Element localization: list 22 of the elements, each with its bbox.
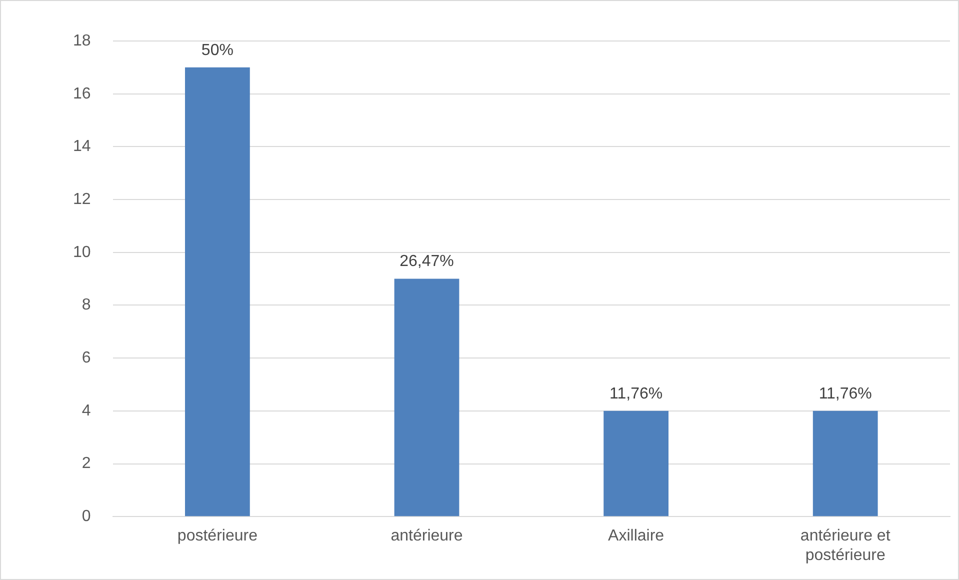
annotation: 26,47% (400, 253, 454, 270)
bar (604, 410, 668, 516)
x-tick-label: postérieure (177, 528, 258, 545)
bar (185, 67, 250, 516)
x-tick-label: antérieure (390, 528, 463, 545)
y-tick-label: 4 (82, 402, 91, 420)
y-tick-label: 16 (73, 85, 91, 102)
annotation: 11,76% (818, 385, 872, 402)
x-tick-label: antérieure et postérieure (800, 528, 891, 564)
y-tick-label: 6 (82, 349, 91, 366)
bar (812, 410, 878, 516)
x-tick-label: Axillaire (608, 528, 664, 545)
y-tick-label: 8 (82, 296, 91, 314)
y-tick-label: 10 (73, 244, 91, 261)
annotation: 11,76% (610, 385, 663, 402)
y-tick-label: 18 (73, 32, 91, 50)
y-tick-label: 2 (82, 455, 91, 472)
y-tick-label: 12 (73, 190, 91, 208)
y-tick-label: 0 (82, 508, 91, 526)
y-tick-label: 14 (73, 138, 91, 156)
bar (394, 278, 460, 516)
annotation: 50% (201, 42, 234, 59)
